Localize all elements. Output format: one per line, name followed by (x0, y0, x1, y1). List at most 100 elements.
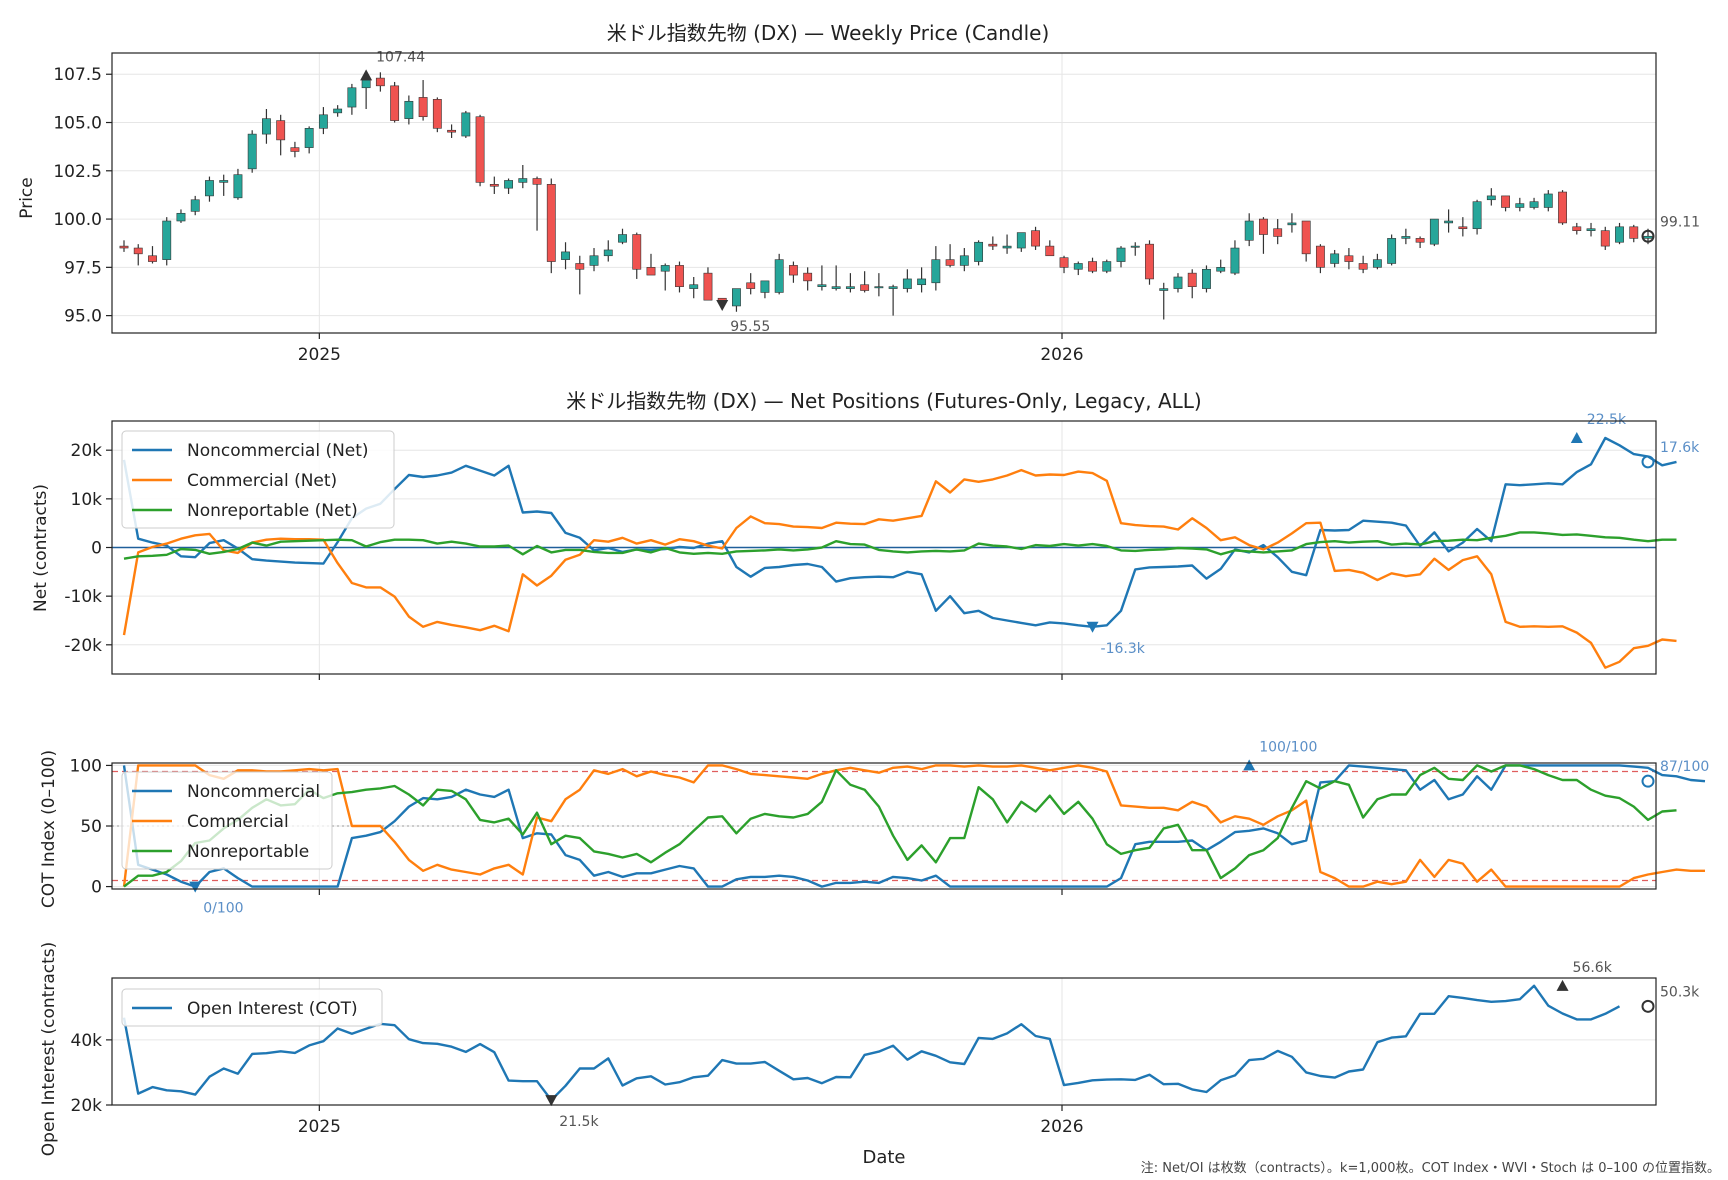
min-marker (545, 1095, 558, 1107)
candle-body-down (1059, 257, 1069, 268)
cot-legend-label-commercial: Commercial (187, 812, 289, 832)
y-tick-label: 100.0 (53, 210, 102, 230)
candle-body-up (1116, 247, 1126, 262)
candle-body-down (432, 99, 442, 129)
max-value-label: 56.6k (1573, 960, 1613, 976)
candle-body-up (1130, 245, 1140, 248)
candle-body-up (1159, 288, 1169, 291)
max-marker (1243, 759, 1256, 771)
series-line-noncommercial (122, 764, 1706, 888)
candle (546, 178, 556, 274)
candle-body-up (1486, 195, 1496, 201)
candle (689, 277, 699, 299)
candle-body-down (546, 184, 556, 262)
candle-body-down (1344, 255, 1354, 262)
candle-body-up (917, 278, 927, 286)
candle (1458, 217, 1468, 237)
candle (1031, 226, 1040, 250)
candle (931, 246, 941, 291)
min-value-label: -16.3k (1101, 641, 1146, 657)
min-value-label: 21.5k (559, 1114, 599, 1130)
y-tick-label: 10k (71, 490, 103, 510)
candle (618, 228, 627, 245)
candle (803, 267, 813, 291)
candle-body-up (959, 255, 969, 266)
candle (874, 273, 884, 297)
candle-body-up (176, 212, 186, 222)
y-tick-label: 50 (80, 817, 102, 837)
candle (831, 265, 841, 291)
x-tick-label: 2025 (298, 1117, 341, 1137)
candle-body-down (1187, 272, 1197, 287)
candle-body-down (988, 243, 998, 247)
candle (732, 288, 741, 312)
candle-body-up (1102, 261, 1112, 272)
candle (1301, 220, 1311, 262)
price-ylabel: Price (17, 177, 37, 218)
price-y-ticks: 95.0 97.5 100.0 102.5 105.0 107.5 (53, 65, 112, 327)
net-ylabel: Net (contracts) (31, 484, 51, 612)
price-plot (119, 72, 1653, 320)
candle-body-up (1287, 222, 1297, 226)
candle (575, 255, 585, 295)
candle-body-up (760, 280, 770, 293)
candle (304, 126, 314, 154)
max-value-label: 107.44 (376, 49, 425, 65)
candle (760, 280, 770, 299)
oi-x-ticks: 2025 2026 (298, 1105, 1084, 1137)
cot-legend: Noncommercial Commercial Nonreportable (121, 771, 333, 870)
candle-body-up (1372, 259, 1382, 268)
candle (1387, 234, 1397, 266)
candle (1216, 259, 1226, 274)
candle-body-up (732, 288, 741, 307)
candle (1429, 218, 1439, 247)
candle-body-down (1301, 220, 1311, 255)
candle (703, 267, 713, 301)
candle (1016, 232, 1026, 252)
candle-body-down (1558, 191, 1567, 224)
y-tick-label: 20k (71, 1096, 103, 1116)
candle-body-up (1216, 267, 1226, 272)
footnote: 注: Net/OI は枚数（contracts）。k=1,000枚。COT In… (1141, 1161, 1720, 1176)
candle-body-down (788, 265, 798, 276)
last-value-label: 87/100 (1660, 759, 1709, 775)
candle-body-down (675, 265, 684, 287)
y-tick-label: 40k (71, 1031, 103, 1051)
candle (176, 209, 186, 223)
candle-body-up (817, 284, 827, 287)
y-tick-label: -20k (64, 636, 102, 656)
last-marker (1641, 999, 1655, 1013)
oi-annotations: 56.6k 21.5k 50.3k (545, 960, 1700, 1130)
last-value-label: 50.3k (1660, 984, 1700, 1000)
net-y-ticks: -20k -10k 0 10k 20k (64, 441, 112, 656)
candle (746, 273, 756, 295)
candle-body-down (119, 245, 129, 249)
candle-body-up (1330, 253, 1340, 264)
candle (1230, 240, 1240, 276)
candle (318, 107, 328, 135)
cot-frame (111, 762, 1657, 890)
max-value-label: 100/100 (1259, 739, 1317, 755)
candle (1102, 259, 1112, 274)
series-line-commercial (122, 468, 1677, 669)
cot-y-ticks: 0 50 100 (70, 756, 112, 898)
min-marker (189, 881, 202, 893)
candle-body-up (561, 251, 570, 260)
y-tick-label: 97.5 (64, 258, 102, 278)
series-line-commercial (122, 764, 1705, 888)
max-marker (360, 69, 373, 81)
last-value-label: 99.11 (1660, 214, 1700, 230)
series-line-nonreportable (123, 531, 1677, 560)
series-line-nonreportable (123, 764, 1677, 888)
candle-body-up (888, 286, 898, 289)
candle (917, 267, 927, 293)
candle (774, 253, 784, 295)
candle (817, 265, 827, 291)
candle-body-up (190, 199, 200, 212)
candle (945, 244, 955, 268)
candle (190, 195, 200, 216)
candle-body-down (1045, 245, 1055, 257)
candle (447, 124, 457, 138)
candle-body-up (205, 180, 214, 197)
